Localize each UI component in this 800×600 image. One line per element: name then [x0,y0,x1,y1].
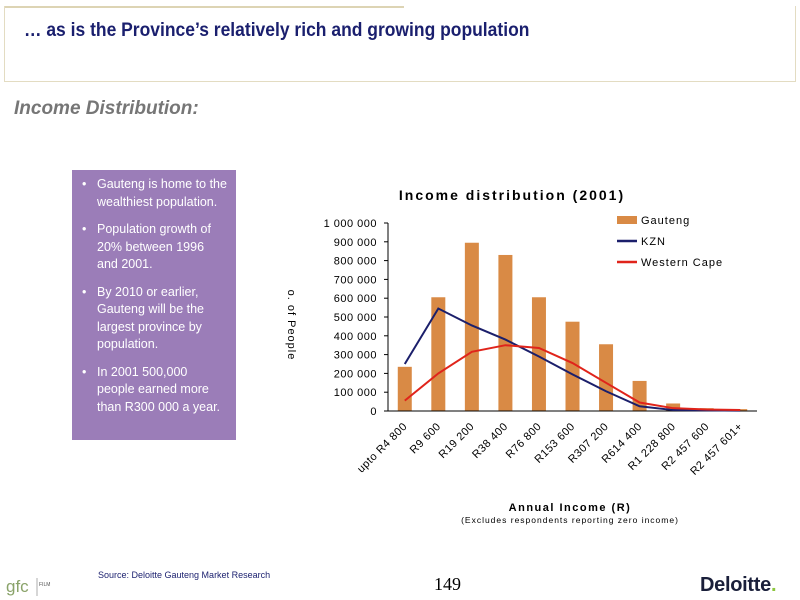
gauteng-bar [498,254,513,411]
y-tick-label: 700 000 [334,274,377,286]
page-number: 149 [434,574,461,594]
bullet-icon: • [82,222,87,236]
x-tick-label: R38 400 [470,421,510,461]
bullet-text: By 2010 or earlier, Gauteng will be the … [97,284,205,352]
slide-title: … as is the Province’s relatively rich a… [24,20,530,41]
bullet-list: • Gauteng is home to the wealthiest popul… [80,176,228,416]
header-rule [4,6,404,8]
y-tick-label: 300 000 [334,350,377,362]
x-tick-label: R19 200 [437,421,477,461]
y-tick-label: 900 000 [334,237,377,249]
deloitte-logo: Deloitte. [700,574,777,597]
legend-label: Gauteng [641,215,690,227]
y-tick-label: 0 [370,406,377,418]
y-tick-label: 600 000 [334,293,377,305]
header-frame [4,6,796,82]
bullet-text: Gauteng is home to the wealthiest popula… [97,177,227,209]
y-axis-title: o. of People [285,290,297,361]
kzn-line [403,307,741,412]
bullet-icon: • [82,177,87,191]
bullet-item: • Population growth of 20% between 1996 a… [80,221,228,274]
y-tick-label: 100 000 [334,387,377,399]
gauteng-bar [599,344,614,411]
x-axis-note: (Excludes respondents reporting zero inc… [461,515,679,525]
legend-swatch-gauteng [617,216,637,224]
chart-title: Income distribution (2001) [399,187,625,203]
gauteng-bar [397,366,412,411]
western-cape-line [404,344,741,412]
section-subtitle: Income Distribution: [14,98,199,119]
legend-label: Western Cape [641,257,723,269]
y-tick-label: 400 000 [334,331,377,343]
bullet-item: • By 2010 or earlier, Gauteng will be the… [80,284,228,354]
y-tick-label: 500 000 [334,312,377,324]
source-note: Source: Deloitte Gauteng Market Research [98,570,271,580]
gfc-logo-subtext: FILM [39,582,50,588]
y-tick-label: 200 000 [334,368,377,380]
deloitte-dot-icon: . [770,574,777,596]
x-axis-title: Annual Income (R) [509,502,632,514]
gauteng-bar [565,321,580,411]
gfc-logo-text: gfc [6,577,29,596]
gauteng-bar [464,242,479,411]
legend-label: KZN [641,236,666,248]
bullet-icon: • [82,364,87,379]
y-tick-label: 800 000 [334,256,377,268]
bullet-text: In 2001 500,000 people earned more than … [97,364,221,414]
x-tick-label: upto R4 800 [355,421,410,476]
deloitte-logo-text: Deloitte [700,574,771,596]
bullet-item: • Gauteng is home to the wealthiest popul… [80,176,228,211]
bullet-text: Population growth of 20% between 1996 an… [97,222,211,271]
bullet-item: • In 2001 500,000 people earned more than… [80,364,228,417]
bullet-icon: • [82,284,87,299]
y-tick-label: 1 000 000 [324,218,377,230]
gauteng-bar [431,297,446,411]
gauteng-bar [531,297,546,411]
summary-box: • Gauteng is home to the wealthiest popul… [72,170,236,440]
gfc-logo: gfc FILM [6,577,50,596]
